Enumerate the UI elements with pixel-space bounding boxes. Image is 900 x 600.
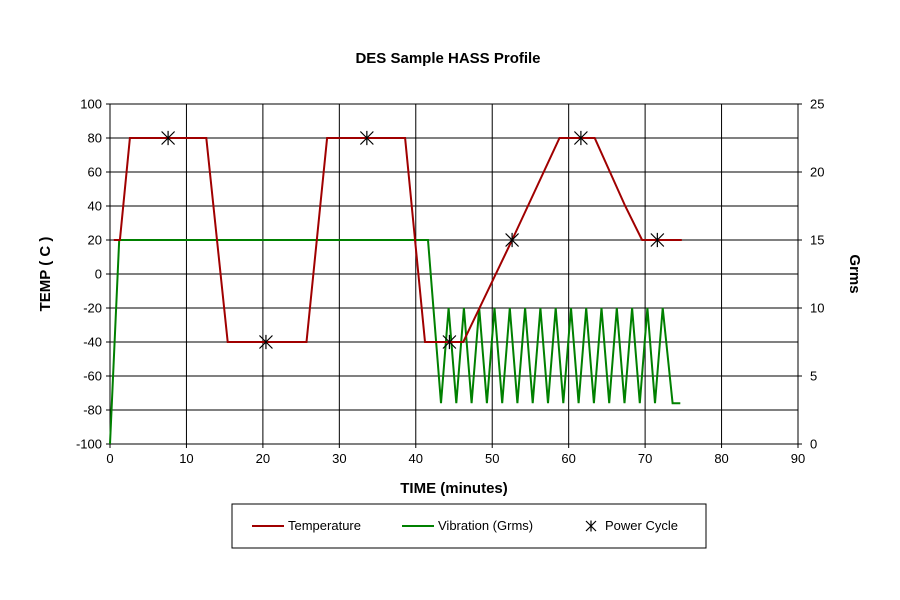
x-tick-label: 70: [638, 451, 652, 466]
y-tick-label: -100: [76, 437, 102, 452]
series-vibration-line: [109, 239, 681, 445]
y2-tick-label: 25: [810, 97, 824, 112]
legend: Temperature Vibration (Grms) Power Cycle: [231, 503, 707, 549]
y-tick-label: 40: [88, 199, 102, 214]
x-tick-label: 0: [106, 451, 113, 466]
legend-temperature-label: Temperature: [288, 518, 361, 533]
x-tick-label: 80: [714, 451, 728, 466]
chart-title: DES Sample HASS Profile: [355, 50, 540, 67]
y-tick-label: 60: [88, 165, 102, 180]
y-tick-label: 0: [95, 267, 102, 282]
grid: [110, 104, 798, 444]
y-tick-label: 20: [88, 233, 102, 248]
y2-axis-title: Grms: [846, 254, 863, 293]
power-cycle-marker: [585, 520, 597, 532]
legend-power-cycle-marker: [585, 520, 597, 532]
legend-box: [231, 503, 707, 549]
series-temperature-line: [113, 137, 682, 343]
x-ticks: 0 10 20 30 40 50 60 70 80 90: [106, 444, 805, 466]
x-tick-label: 20: [256, 451, 270, 466]
x-tick-label: 40: [409, 451, 423, 466]
power-cycle-markers: [161, 130, 665, 350]
y-tick-label: 100: [80, 97, 102, 112]
x-tick-label: 90: [791, 451, 805, 466]
power-cycle-marker: [650, 232, 665, 248]
y2-tick-label: 20: [810, 165, 824, 180]
y2-tick-label: 0: [810, 437, 817, 452]
legend-power-cycle-label: Power Cycle: [605, 518, 678, 533]
y-axis-title: TEMP ( C ): [37, 237, 54, 312]
y-tick-label: -60: [83, 369, 102, 384]
power-cycle-marker: [573, 130, 588, 146]
y-tick-label: -40: [83, 335, 102, 350]
x-tick-label: 50: [485, 451, 499, 466]
power-cycle-marker: [505, 232, 520, 248]
y-tick-label: 80: [88, 131, 102, 146]
y2-tick-label: 5: [810, 369, 817, 384]
power-cycle-marker: [161, 130, 176, 146]
power-cycle-marker: [442, 334, 457, 350]
y2-tick-label: 15: [810, 233, 824, 248]
legend-vibration-label: Vibration (Grms): [438, 518, 533, 533]
power-cycle-marker: [359, 130, 374, 146]
y2-tick-label: 10: [810, 301, 824, 316]
y-tick-label: -20: [83, 301, 102, 316]
x-tick-label: 60: [561, 451, 575, 466]
y-tick-label: -80: [83, 403, 102, 418]
y-ticks: -100 -80 -60 -40 -20 0 20 40 60 80 100: [76, 97, 110, 452]
power-cycle-marker: [259, 334, 273, 350]
x-tick-label: 10: [179, 451, 193, 466]
x-tick-label: 30: [332, 451, 346, 466]
x-axis-title: TIME (minutes): [400, 480, 508, 497]
y2-ticks: 0 5 10 15 20 25: [798, 97, 824, 452]
